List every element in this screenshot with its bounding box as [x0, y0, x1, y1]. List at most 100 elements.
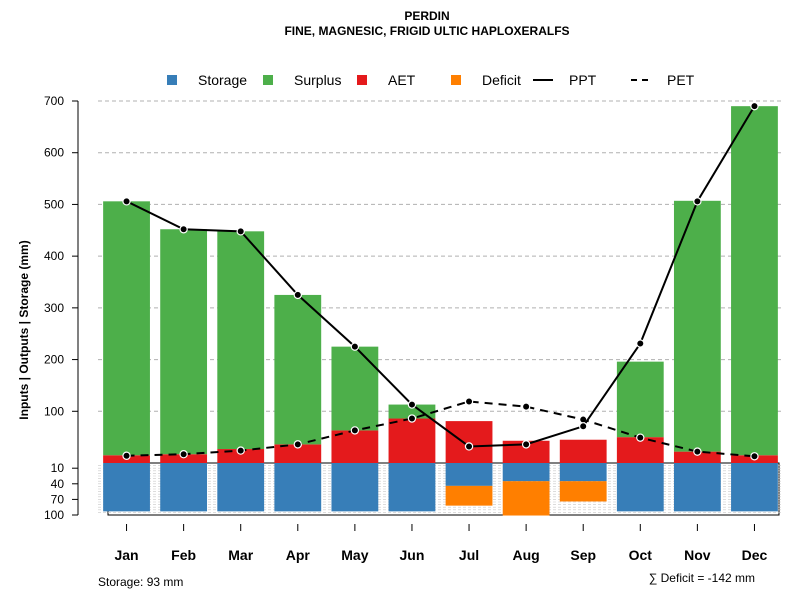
y-tick-label-100: 100: [44, 404, 64, 418]
y-tick-label-400: 400: [44, 249, 64, 263]
surplus-bar-may: [331, 346, 379, 431]
storage-bar-jun: [388, 463, 436, 512]
x-tick-label-sep: Sep: [570, 547, 596, 563]
deficit-note: ∑ Deficit = -142 mm: [649, 571, 755, 585]
aet-bar-may: [331, 430, 379, 463]
ppt-point-jun: [407, 400, 417, 409]
surplus-bar-mar: [217, 231, 265, 450]
pet-line: [126, 400, 755, 458]
storage-bar-apr: [274, 463, 322, 512]
x-tick-label-may: May: [341, 547, 368, 563]
ppt-point-oct: [636, 339, 645, 348]
storage-tick-label-40: 40: [51, 477, 65, 491]
storage-bar-jan: [103, 463, 150, 512]
aet-bar-sep: [559, 439, 607, 463]
x-tick-label-jun: Jun: [400, 547, 425, 563]
legend-swatch-surplus: [263, 75, 273, 85]
legend-label-deficit: Deficit: [482, 72, 521, 88]
x-tick-label-apr: Apr: [286, 547, 311, 563]
x-tick-label-oct: Oct: [629, 547, 653, 563]
series-lines: [122, 101, 759, 461]
ppt-point-nov: [693, 197, 702, 206]
storage-bar-may: [331, 463, 379, 512]
surplus-bar-feb: [160, 229, 208, 455]
storage-bar-aug: [502, 463, 550, 482]
surplus-bar-dec: [731, 106, 778, 456]
legend: Storage Surplus AET Deficit PPT PET: [167, 72, 695, 88]
aet-bar-jul: [445, 421, 493, 463]
chart-title: PERDIN: [404, 9, 449, 23]
pet-point-may: [350, 426, 360, 435]
storage-bar-jul: [445, 463, 493, 486]
x-tick-label-dec: Dec: [742, 547, 768, 563]
ppt-point-jul: [464, 442, 474, 451]
bars: [103, 106, 778, 516]
storage-bar-dec: [731, 463, 778, 512]
aet-bar-nov: [673, 451, 721, 463]
legend-label-ppt: PPT: [569, 72, 597, 88]
x-tick-label-jan: Jan: [114, 547, 138, 563]
ppt-point-sep: [579, 422, 588, 431]
storage-tick-label-10: 10: [51, 461, 65, 475]
legend-label-storage: Storage: [198, 72, 247, 88]
aet-bar-feb: [160, 454, 208, 463]
y-tick-label-200: 200: [44, 353, 64, 367]
ppt-point-aug: [521, 440, 531, 449]
y-tick-label-500: 500: [44, 197, 64, 211]
aet-bar-jun: [388, 418, 436, 463]
pet-point-aug: [521, 402, 531, 411]
pet-point-dec: [750, 452, 759, 461]
x-tick-label-nov: Nov: [684, 547, 711, 563]
aet-bar-mar: [217, 449, 265, 463]
x-tick-label-jul: Jul: [459, 547, 479, 563]
surplus-bar-nov: [673, 200, 721, 452]
deficit-bar-sep: [559, 481, 607, 502]
pet-point-mar: [236, 446, 245, 455]
storage-tick-label-70: 70: [51, 492, 65, 506]
y-tick-label-700: 700: [44, 94, 64, 108]
storage-tick-label-100: 100: [44, 508, 64, 522]
aet-bar-aug: [502, 440, 550, 463]
storage-bar-mar: [217, 463, 265, 512]
ppt-line: [126, 105, 756, 448]
legend-swatch-deficit: [451, 75, 461, 85]
legend-label-surplus: Surplus: [294, 72, 341, 88]
ppt-point-may: [350, 342, 360, 351]
pet-point-jun: [407, 414, 417, 423]
pet-point-apr: [293, 440, 302, 449]
chart-subtitle: FINE, MAGNESIC, FRIGID ULTIC HAPLOXERALF…: [284, 24, 569, 38]
ppt-point-jan: [122, 197, 131, 206]
pet-point-nov: [693, 447, 702, 456]
x-tick-label-aug: Aug: [513, 547, 540, 563]
deficit-bar-jul: [445, 485, 493, 506]
x-tick-label-feb: Feb: [171, 547, 196, 563]
storage-note: Storage: 93 mm: [98, 575, 183, 589]
surplus-bar-oct: [616, 361, 664, 438]
surplus-bar-apr: [274, 294, 322, 445]
x-tick-label-mar: Mar: [228, 547, 253, 563]
ppt-point-feb: [179, 225, 188, 234]
storage-bar-oct: [616, 463, 664, 512]
legend-label-pet: PET: [667, 72, 695, 88]
y-tick-label-600: 600: [44, 146, 64, 160]
ppt-point-mar: [236, 227, 245, 236]
pet-point-jul: [464, 397, 474, 406]
surplus-bar-jan: [103, 201, 150, 456]
storage-bar-nov: [673, 463, 721, 512]
ppt-point-apr: [293, 290, 302, 300]
legend-swatch-storage: [167, 75, 177, 85]
aet-bar-apr: [274, 444, 322, 463]
y-axis-title: Inputs | Outputs | Storage (mm): [17, 240, 31, 419]
legend-swatch-aet: [357, 75, 367, 85]
y-tick-label-300: 300: [44, 301, 64, 315]
storage-bar-sep: [559, 463, 607, 482]
storage-bar-feb: [160, 463, 208, 512]
deficit-bar-aug: [502, 481, 550, 516]
gridlines: [98, 100, 783, 516]
pet-point-oct: [636, 433, 645, 442]
legend-label-aet: AET: [388, 72, 416, 88]
ppt-point-dec: [750, 101, 759, 111]
pet-point-feb: [179, 450, 188, 459]
